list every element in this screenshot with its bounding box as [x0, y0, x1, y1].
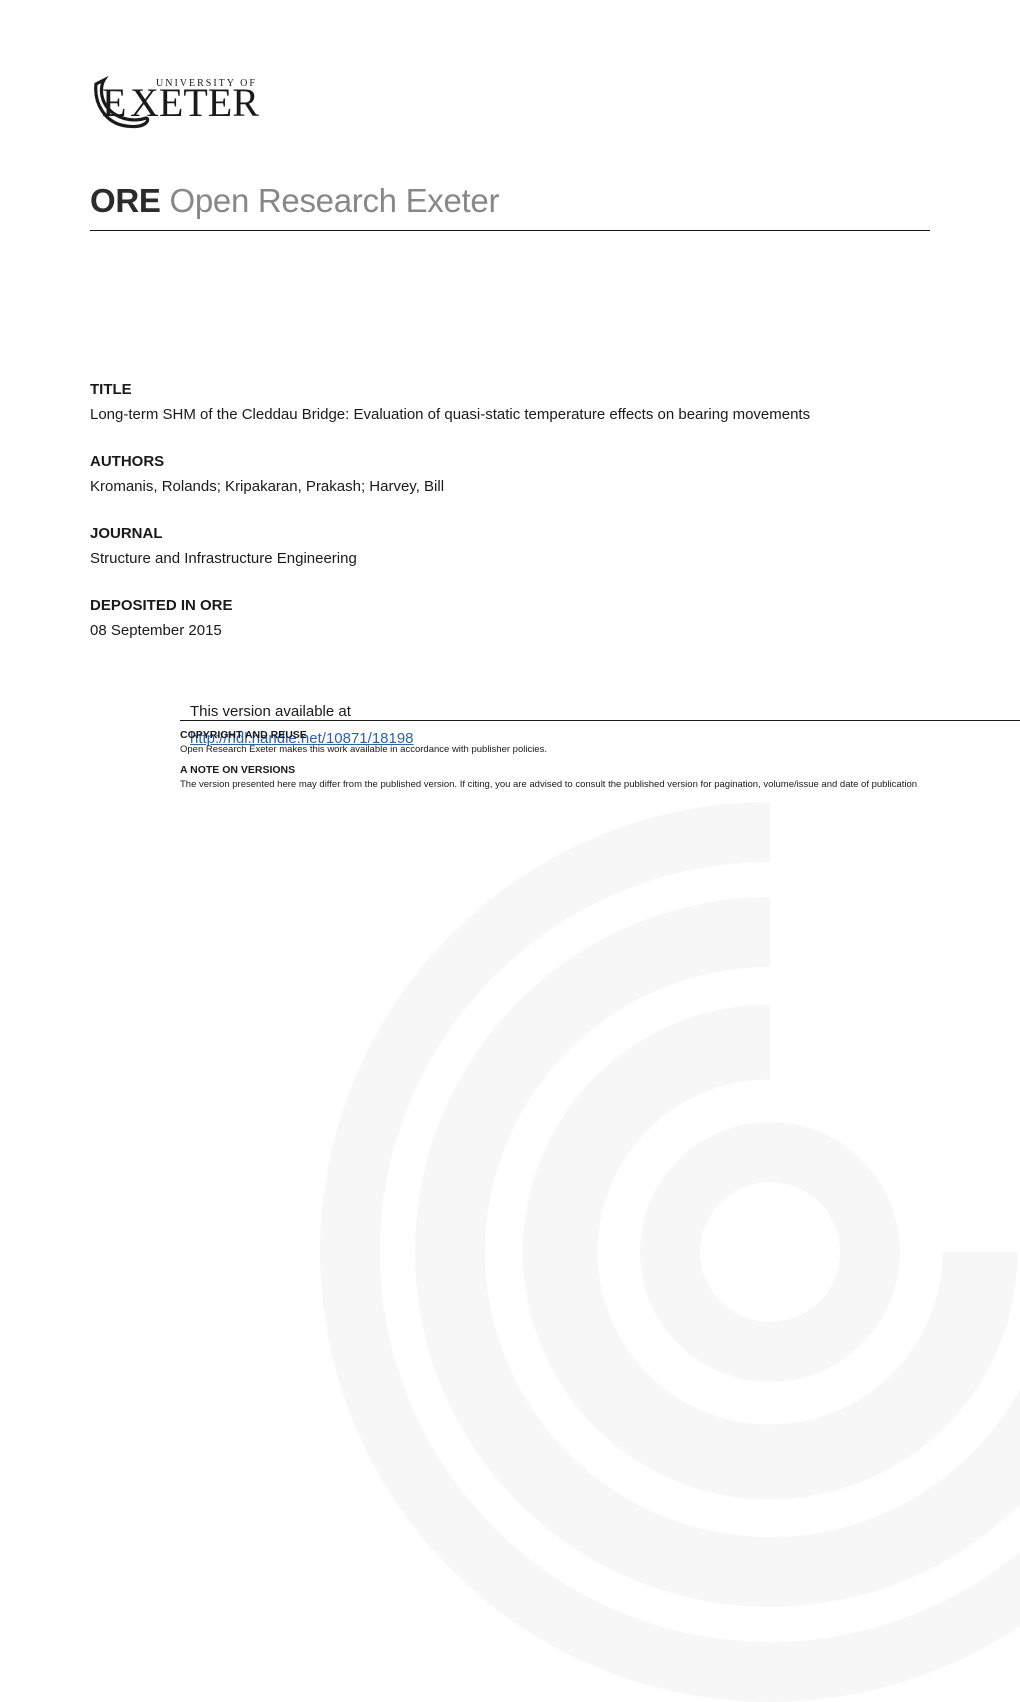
- authors-heading: AUTHORS: [90, 453, 930, 470]
- journal-body: Structure and Infrastructure Engineering: [90, 548, 930, 569]
- deposited-heading: DEPOSITED IN ORE: [90, 597, 930, 614]
- swirl-background: [320, 802, 1020, 1702]
- versions-heading: A NOTE ON VERSIONS: [180, 764, 1020, 776]
- section-journal: JOURNAL Structure and Infrastructure Eng…: [90, 525, 930, 569]
- journal-heading: JOURNAL: [90, 525, 930, 542]
- title-body: Long-term SHM of the Cleddau Bridge: Eva…: [90, 404, 930, 425]
- ore-bold: ORE: [90, 182, 161, 219]
- ore-header: ORE Open Research Exeter: [90, 182, 930, 220]
- university-logo: E UNIVERSITY OF XETER: [90, 68, 930, 148]
- authors-body: Kromanis, Rolands; Kripakaran, Prakash; …: [90, 476, 930, 497]
- exeter-logo-svg: E UNIVERSITY OF XETER: [90, 68, 340, 148]
- section-deposited: DEPOSITED IN ORE 08 September 2015: [90, 597, 930, 641]
- footer: COPYRIGHT AND REUSE Open Research Exeter…: [180, 720, 1020, 792]
- section-title: TITLE Long-term SHM of the Cleddau Bridg…: [90, 381, 930, 425]
- svg-text:E: E: [102, 80, 126, 125]
- title-heading: TITLE: [90, 381, 930, 398]
- version-label: This version available at: [190, 703, 930, 720]
- ore-rest: Open Research Exeter: [161, 182, 500, 219]
- copyright-text: Open Research Exeter makes this work ava…: [180, 744, 1020, 756]
- main-divider: [90, 230, 930, 231]
- copyright-heading: COPYRIGHT AND REUSE: [180, 729, 1020, 741]
- section-authors: AUTHORS Kromanis, Rolands; Kripakaran, P…: [90, 453, 930, 497]
- versions-text: The version presented here may differ fr…: [180, 779, 1020, 791]
- deposited-body: 08 September 2015: [90, 620, 930, 641]
- footer-divider: [180, 720, 1020, 721]
- logo-main-text: XETER: [130, 80, 259, 125]
